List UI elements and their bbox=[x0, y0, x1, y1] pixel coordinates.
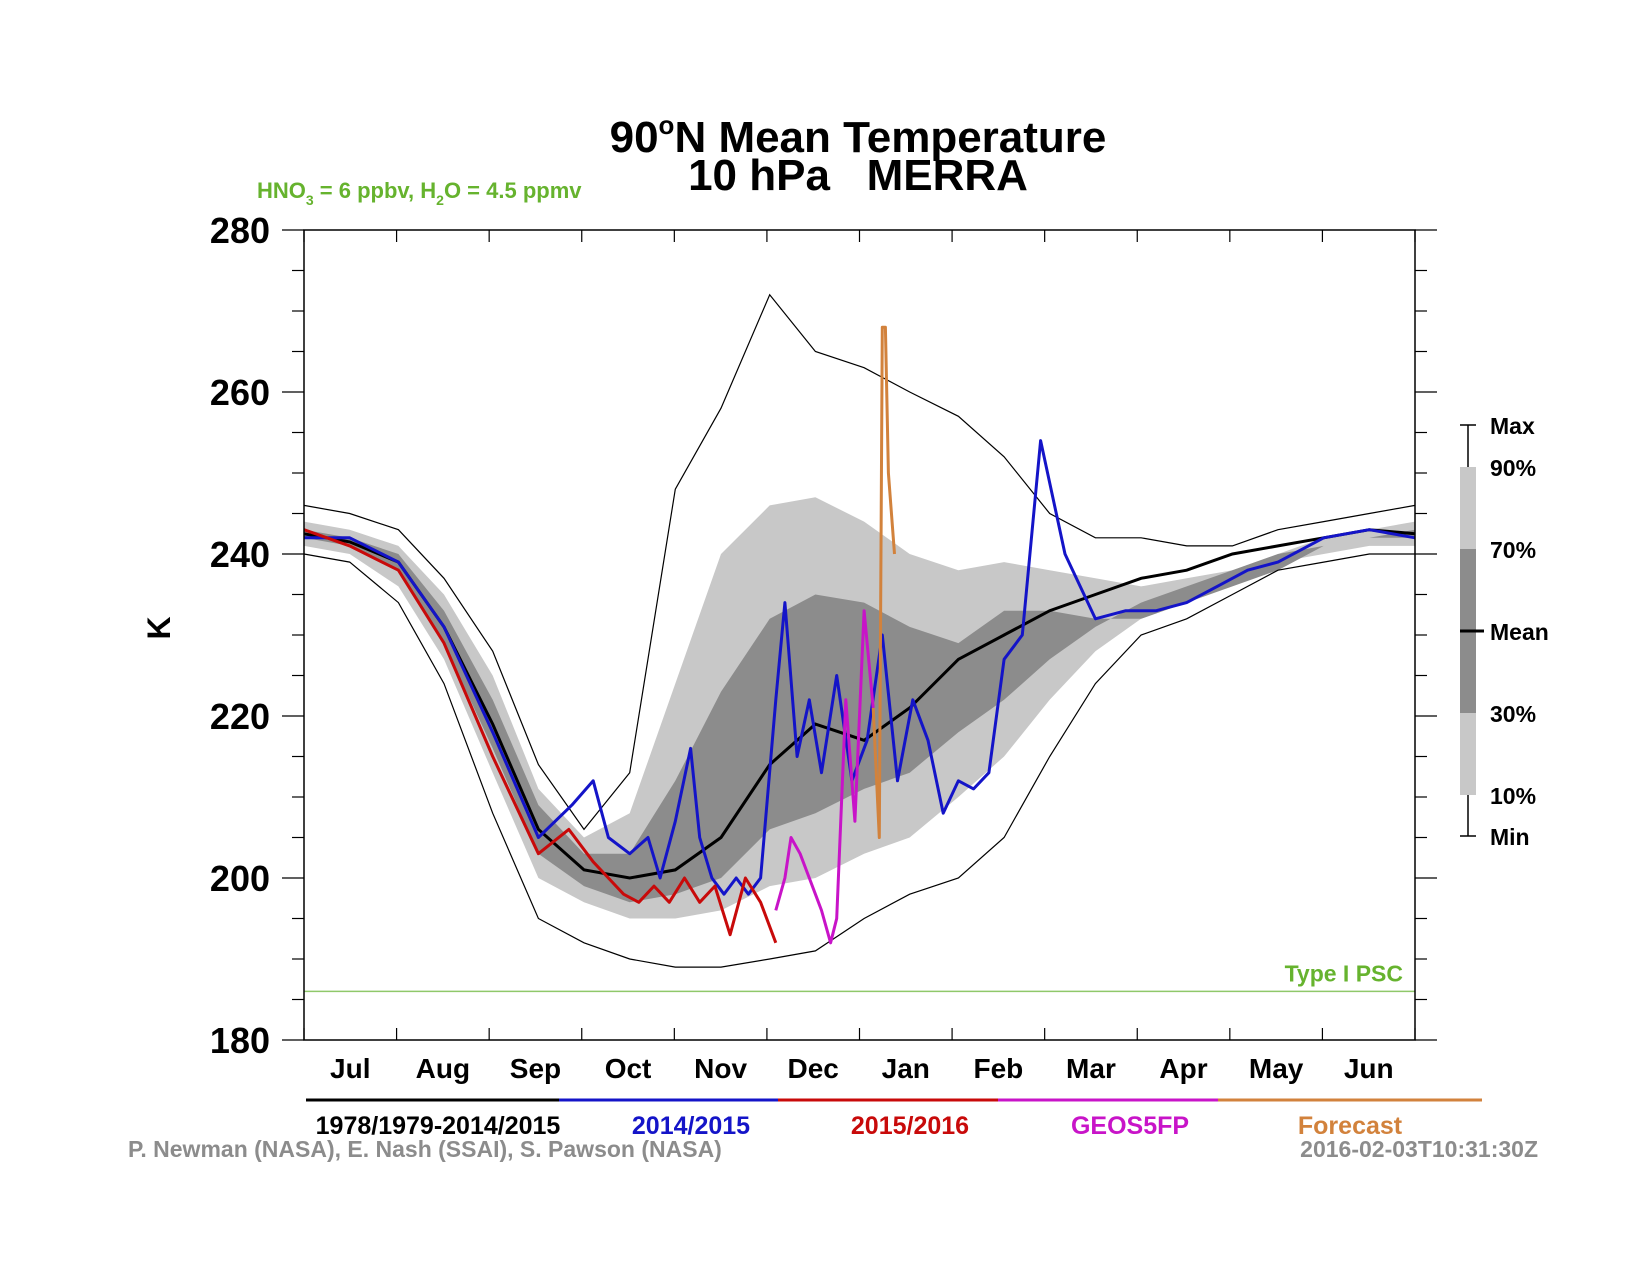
series-lines bbox=[303, 325, 1416, 945]
chemistry-annotation: HNO3 = 6 ppbv, H2O = 4.5 ppmv bbox=[257, 178, 582, 208]
legend-label: GEOS5FP bbox=[1071, 1112, 1189, 1140]
band-legend-label: Max bbox=[1490, 413, 1535, 439]
y-tick-label: 240 bbox=[210, 534, 270, 575]
x-tick-label: Sep bbox=[510, 1053, 561, 1084]
x-tick-label: Jan bbox=[882, 1053, 930, 1084]
band-legend-label: 70% bbox=[1490, 537, 1536, 563]
band-legend: Max 90% 70% Mean 30% 10% Min bbox=[1460, 413, 1549, 850]
band-legend-label: 30% bbox=[1490, 701, 1536, 727]
legend-label: 2014/2015 bbox=[632, 1112, 750, 1140]
series-line-3 bbox=[871, 325, 896, 839]
legend-label: Forecast bbox=[1298, 1112, 1403, 1140]
psc-label: Type I PSC bbox=[1285, 960, 1403, 986]
y-tick-label: 180 bbox=[210, 1020, 270, 1061]
series-line-1 bbox=[303, 528, 778, 944]
band-legend-label: Mean bbox=[1490, 619, 1549, 645]
x-tick-label: Feb bbox=[973, 1053, 1023, 1084]
band-legend-label: Min bbox=[1490, 824, 1530, 850]
x-tick-label: Jun bbox=[1344, 1053, 1394, 1084]
mean-line bbox=[303, 528, 1416, 880]
chart-subtitle: 10 hPa MERRA bbox=[688, 151, 1028, 200]
x-tick-label: Oct bbox=[605, 1053, 652, 1084]
legend-label: 1978/1979-2014/2015 bbox=[316, 1112, 561, 1140]
x-tick-label: Mar bbox=[1066, 1053, 1116, 1084]
timestamp-text: 2016-02-03T10:31:30Z bbox=[1300, 1136, 1538, 1162]
y-tick-label: 280 bbox=[210, 210, 270, 251]
chart-title: 90oN Mean Temperature bbox=[610, 110, 1107, 162]
y-tick-label: 220 bbox=[210, 696, 270, 737]
x-tick-label: May bbox=[1249, 1053, 1304, 1084]
credits-text: P. Newman (NASA), E. Nash (SSAI), S. Paw… bbox=[128, 1136, 722, 1162]
legend-label: 2015/2016 bbox=[851, 1112, 969, 1140]
min-line bbox=[303, 553, 1415, 968]
band-legend-label: 10% bbox=[1490, 783, 1536, 809]
series-line-0 bbox=[304, 439, 1416, 896]
series-legend: 1978/1979-2014/2015 2014/2015 2015/2016 GEO… bbox=[306, 1098, 1482, 1140]
x-tick-label: Nov bbox=[694, 1053, 747, 1084]
max-line bbox=[303, 293, 1416, 831]
x-tick-label: Aug bbox=[416, 1053, 470, 1084]
x-tick-label: Apr bbox=[1159, 1053, 1207, 1084]
series-line-2 bbox=[774, 609, 875, 945]
plot-axes: 180 200 220 240 260 280 Jul Aug Sep Oct Nov Dec Jan F… bbox=[210, 210, 1437, 1084]
min-max-lines: Type I PSC bbox=[303, 293, 1416, 993]
band-legend-label: 90% bbox=[1490, 455, 1536, 481]
x-tick-label: Dec bbox=[788, 1053, 839, 1084]
y-axis-label: K bbox=[141, 616, 177, 639]
y-tick-label: 260 bbox=[210, 372, 270, 413]
y-tick-label: 200 bbox=[210, 858, 270, 899]
x-tick-label: Jul bbox=[330, 1053, 370, 1084]
